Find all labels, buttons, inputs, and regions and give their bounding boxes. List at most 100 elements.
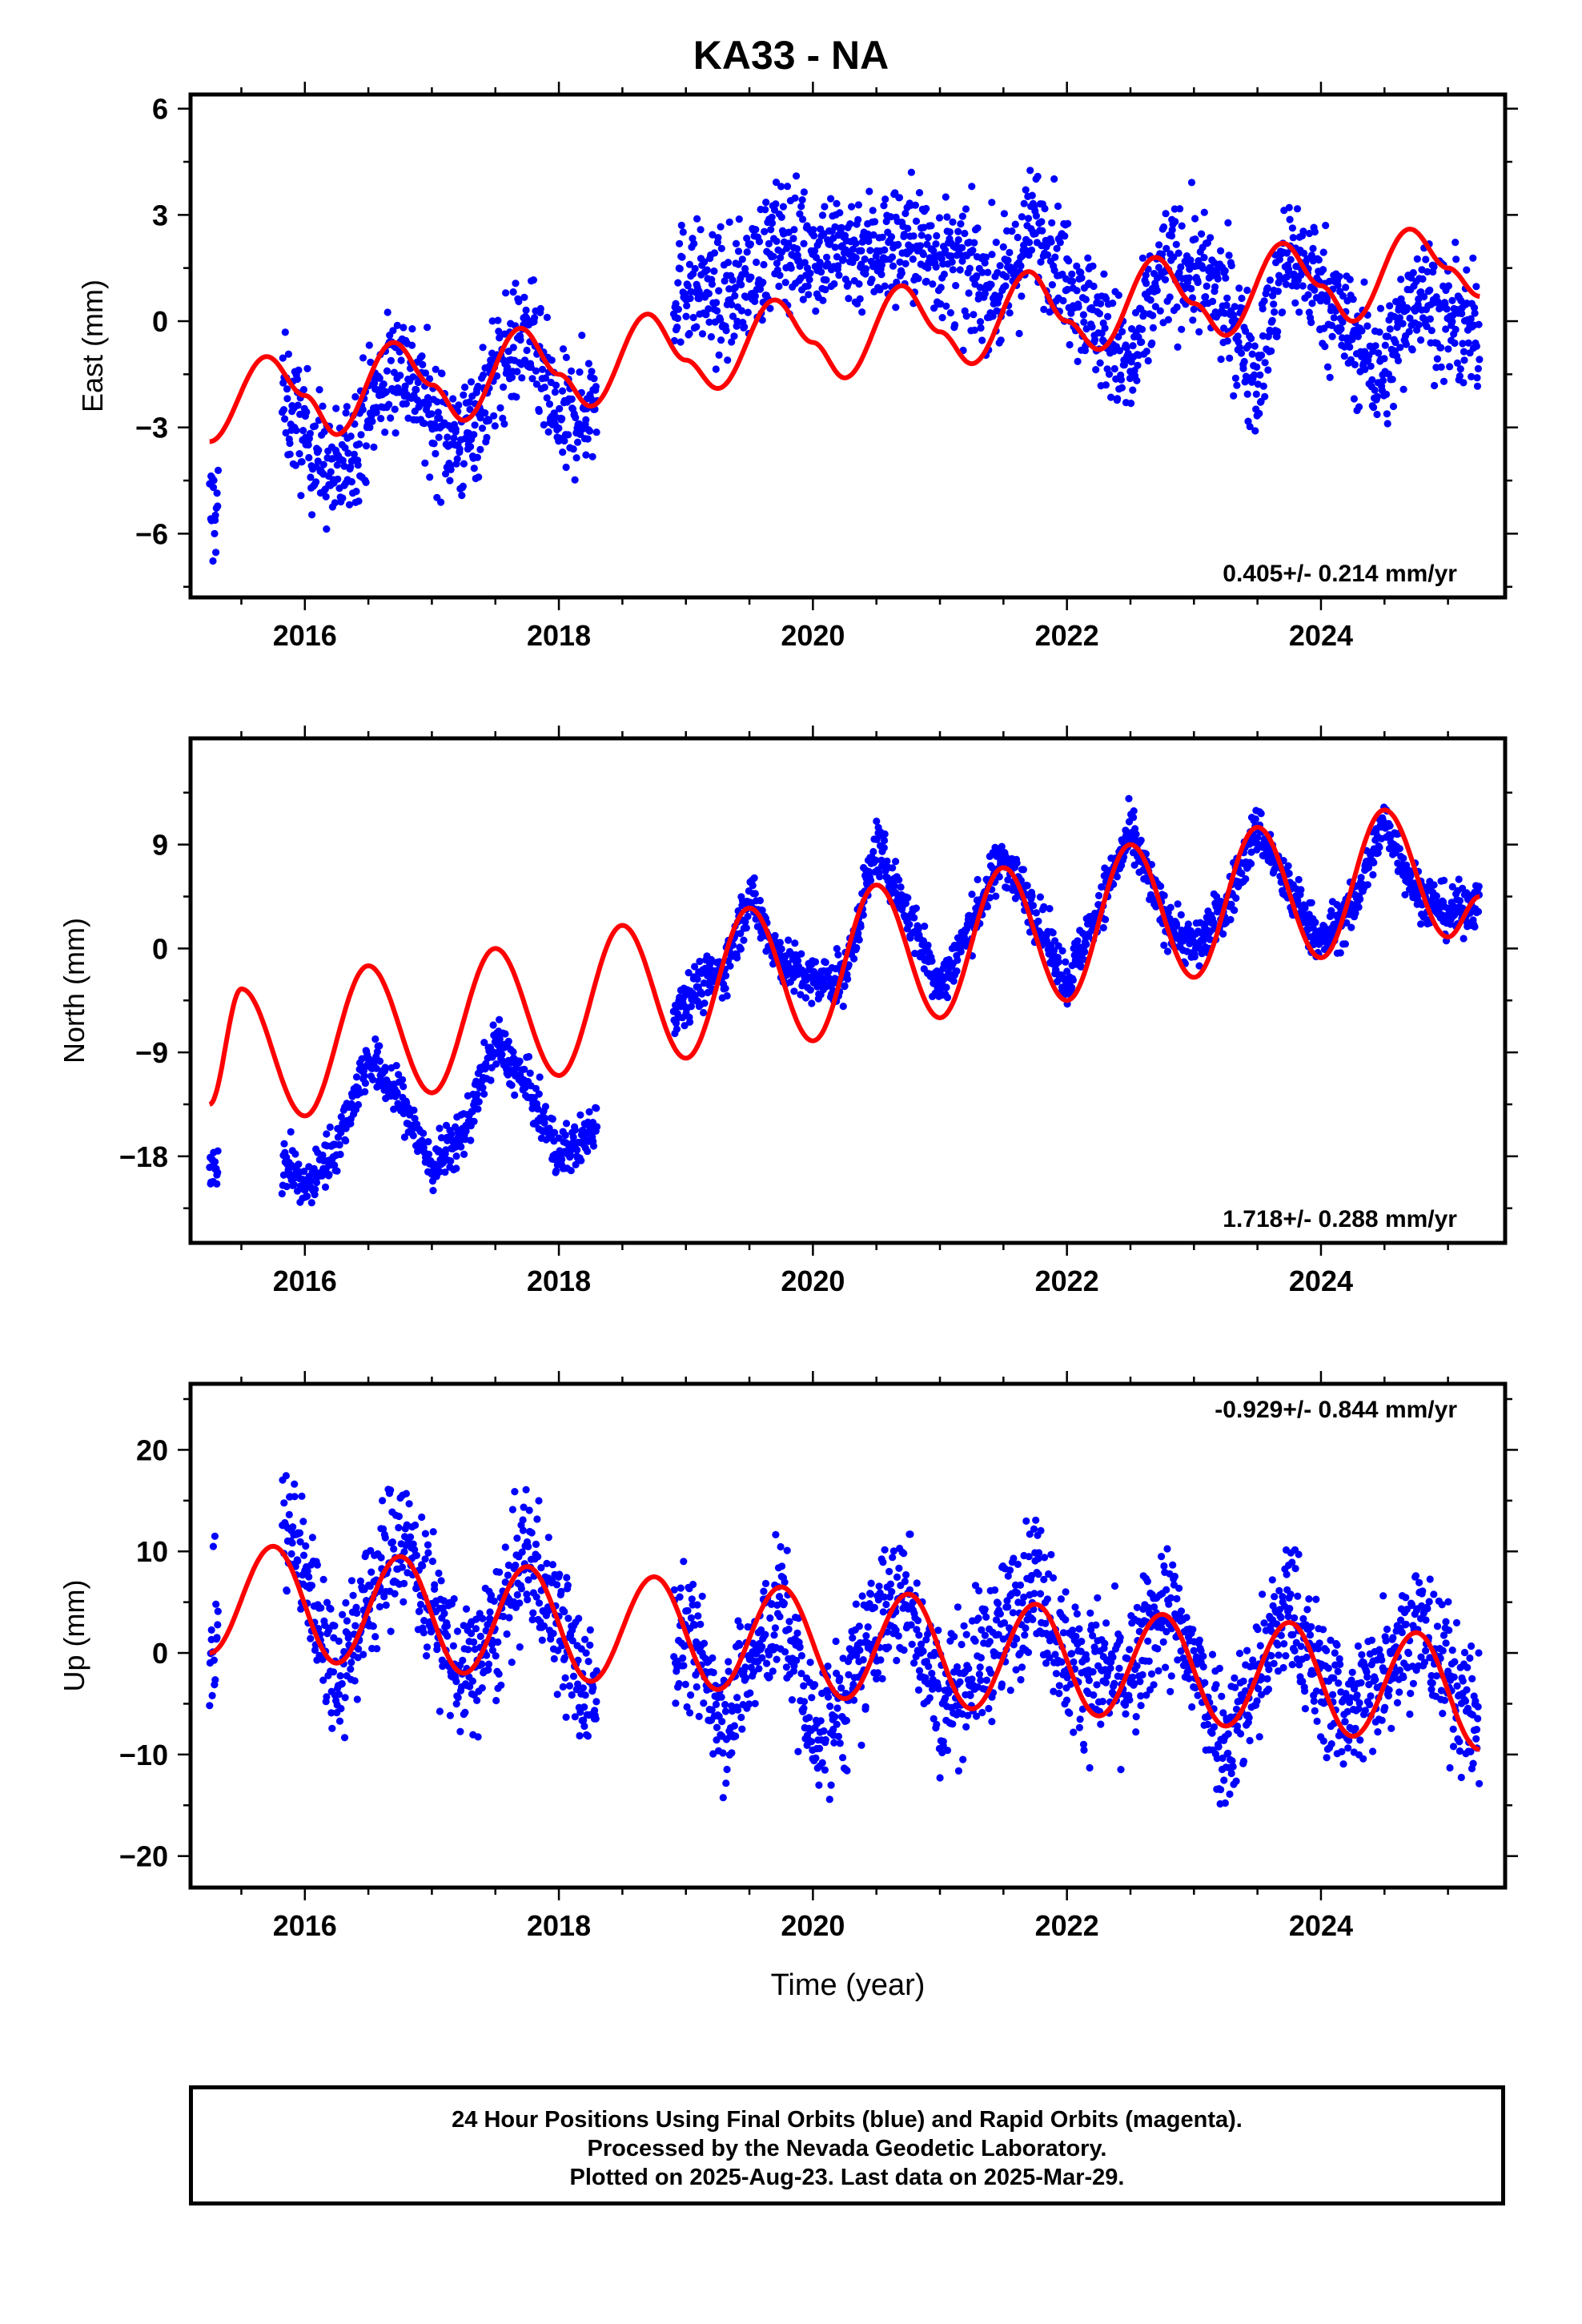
data-point <box>1115 347 1124 355</box>
data-point <box>412 386 420 394</box>
data-point <box>1319 248 1327 256</box>
data-point <box>737 945 745 953</box>
data-point <box>540 420 548 429</box>
data-point <box>370 443 378 452</box>
data-point <box>801 259 809 267</box>
data-point <box>1068 270 1076 278</box>
data-point <box>1311 919 1319 927</box>
data-point <box>496 404 504 412</box>
data-point <box>1361 365 1369 373</box>
data-point <box>300 1168 308 1176</box>
data-point <box>390 1105 398 1113</box>
data-point <box>330 1634 338 1642</box>
data-point <box>1288 224 1296 232</box>
rate-label: 0.405+/- 0.214 mm/yr <box>1223 561 1457 587</box>
data-point <box>585 427 594 435</box>
data-point <box>1026 239 1034 247</box>
data-point <box>524 1542 532 1550</box>
data-point <box>460 460 468 468</box>
data-point <box>305 453 313 462</box>
data-point <box>1381 341 1389 349</box>
data-point <box>988 251 996 259</box>
data-point <box>872 252 880 260</box>
data-point <box>1214 275 1222 283</box>
data-point <box>1261 392 1269 400</box>
data-point <box>498 1051 506 1059</box>
data-point <box>927 222 935 230</box>
data-point <box>845 295 853 303</box>
data-point <box>737 307 746 315</box>
data-point <box>382 388 391 396</box>
data-point <box>1285 203 1293 211</box>
data-point <box>572 454 580 462</box>
data-point <box>1210 919 1218 927</box>
data-point <box>883 857 891 865</box>
data-point <box>892 304 900 312</box>
data-point <box>454 1694 462 1702</box>
x-tick-label: 2018 <box>527 619 591 652</box>
data-point <box>821 959 829 967</box>
data-point <box>804 282 812 290</box>
data-layer <box>206 794 1484 1207</box>
data-point <box>1200 254 1208 262</box>
data-point <box>1335 272 1343 280</box>
data-point <box>751 292 760 300</box>
data-point <box>432 449 440 458</box>
data-point <box>1206 935 1214 943</box>
data-point <box>1264 366 1272 374</box>
data-point <box>1067 309 1075 317</box>
data-point <box>307 473 315 481</box>
data-point <box>1386 325 1394 333</box>
data-point <box>1271 308 1279 316</box>
data-point <box>943 213 951 221</box>
data-point <box>1474 907 1483 915</box>
data-point <box>333 1167 341 1175</box>
data-point <box>1225 251 1233 259</box>
data-point <box>396 372 404 380</box>
data-point <box>1258 352 1266 360</box>
data-point <box>209 557 217 565</box>
data-point <box>1232 894 1240 903</box>
data-point <box>909 232 917 240</box>
data-point <box>395 1512 403 1521</box>
data-point <box>1351 909 1359 917</box>
data-point <box>586 1626 594 1634</box>
data-point <box>589 1142 598 1150</box>
data-point <box>702 311 710 319</box>
data-point <box>520 1065 528 1073</box>
data-point <box>1032 212 1040 220</box>
data-point <box>576 368 584 376</box>
data-point <box>535 1090 543 1098</box>
data-point <box>452 1164 460 1172</box>
data-point <box>1082 325 1090 333</box>
data-point <box>211 511 219 520</box>
data-point <box>1469 254 1477 262</box>
data-point <box>1346 343 1354 351</box>
data-point <box>500 383 508 391</box>
data-point <box>500 420 508 428</box>
data-point <box>333 461 341 469</box>
data-point <box>1323 295 1331 303</box>
data-point <box>556 1570 564 1578</box>
data-point <box>919 251 927 259</box>
data-point <box>538 365 547 373</box>
data-point <box>437 1134 446 1142</box>
data-point <box>352 1603 360 1611</box>
data-point <box>442 470 450 478</box>
data-point <box>328 1724 336 1732</box>
data-point <box>424 1549 432 1557</box>
data-point <box>470 1117 478 1125</box>
data-point <box>1004 256 1012 264</box>
data-point <box>1089 262 1097 270</box>
data-point <box>1105 370 1114 378</box>
data-point <box>344 449 352 457</box>
data-point <box>381 1063 389 1072</box>
data-point <box>513 1534 521 1542</box>
data-point <box>494 1638 502 1647</box>
data-point <box>388 1538 396 1546</box>
data-point <box>966 264 974 272</box>
data-point <box>467 1136 475 1144</box>
data-point <box>1422 255 1430 263</box>
